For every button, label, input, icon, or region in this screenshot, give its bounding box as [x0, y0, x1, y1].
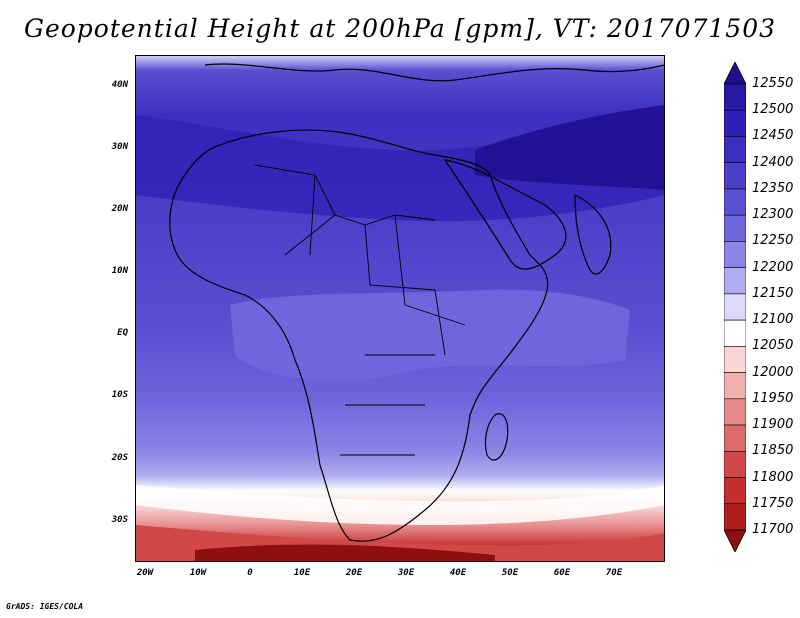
colorbar-level-label: 12350: [752, 180, 794, 196]
colorbar-level-label: 12300: [752, 207, 794, 223]
colorbar-swatch: [724, 450, 746, 478]
colorbar-max-arrow: [724, 62, 746, 85]
colorbar-swatch: [724, 424, 746, 452]
high-center: [475, 105, 665, 190]
lon-label: 50E: [501, 568, 519, 578]
colorbar-swatch: [724, 267, 746, 295]
colorbar-level-label: 12050: [752, 338, 794, 354]
colorbar-level-label: 12000: [752, 364, 794, 380]
lon-label: 40E: [449, 568, 467, 578]
colorbar-level-label: 12550: [752, 76, 794, 91]
colorbar-swatch: [724, 241, 746, 268]
lat-label: EQ: [117, 328, 128, 338]
grads-credit: GrADS: IGES/COLA: [6, 602, 84, 611]
lon-label: 10W: [189, 568, 207, 578]
lon-label: 70E: [605, 568, 623, 578]
colorbar-level-label: 12250: [752, 233, 794, 249]
colorbar-level-label: 12400: [752, 154, 794, 170]
colorbar-min-arrow: [724, 529, 746, 552]
colorbar-level-label: 11800: [752, 469, 794, 485]
lon-label: 30E: [397, 568, 415, 578]
colorbar-level-label: 11850: [752, 443, 794, 459]
europe-coastline: [204, 63, 665, 82]
lat-label: 30N: [111, 142, 128, 152]
colorbar-swatch: [724, 188, 746, 216]
arabia-coastline: [443, 159, 567, 270]
colorbar: [724, 62, 746, 552]
lat-label: 30S: [111, 515, 128, 525]
colorbar-level-label: 12450: [752, 128, 794, 144]
colorbar-swatch: [724, 319, 746, 347]
lon-label: 20W: [136, 568, 154, 578]
map-title: Geopotential Height at 200hPa [gpm], VT:…: [23, 14, 777, 43]
country-borders: [254, 164, 466, 456]
colorbar-level-label: 12500: [752, 102, 794, 118]
colorbar-level-label: 11950: [752, 390, 794, 406]
colorbar-swatch: [724, 372, 746, 400]
colorbar-swatch: [724, 214, 746, 242]
colorbar-swatch: [724, 477, 746, 505]
colorbar-level-label: 12200: [752, 259, 794, 275]
colorbar-level-label: 11750: [752, 495, 794, 511]
colorbar-swatch: [724, 398, 746, 426]
colorbar-level-label: 11700: [752, 522, 794, 537]
africa-coastline: [169, 129, 549, 542]
colorbar-level-label: 12150: [752, 285, 794, 301]
colorbar-swatch: [724, 503, 746, 531]
colorbar-level-label: 11900: [752, 417, 794, 433]
colorbar-swatch: [724, 136, 746, 164]
india-coastline: [574, 194, 612, 275]
colorbar-swatch: [724, 83, 746, 111]
colorbar-swatch: [724, 293, 746, 321]
colorbar-level-label: 12100: [752, 312, 794, 328]
lon-label: 0: [247, 568, 253, 578]
lat-label: 20N: [111, 204, 128, 214]
colorbar-swatch: [724, 109, 746, 137]
southern-deep-low: [195, 544, 495, 562]
colorbar-swatch: [724, 162, 746, 190]
lon-label: 10E: [293, 568, 311, 578]
madagascar-coastline: [484, 413, 509, 461]
lat-label: 20S: [111, 453, 128, 463]
lon-label: 20E: [345, 568, 363, 578]
equatorial-low-band: [230, 289, 630, 382]
lat-label: 10N: [111, 266, 128, 276]
geopotential-height-map: [135, 55, 665, 562]
lat-label: 10S: [111, 390, 128, 400]
lat-label: 40N: [111, 80, 128, 90]
lon-label: 60E: [553, 568, 571, 578]
colorbar-swatch: [724, 346, 746, 373]
southern-white-band: [135, 485, 665, 525]
